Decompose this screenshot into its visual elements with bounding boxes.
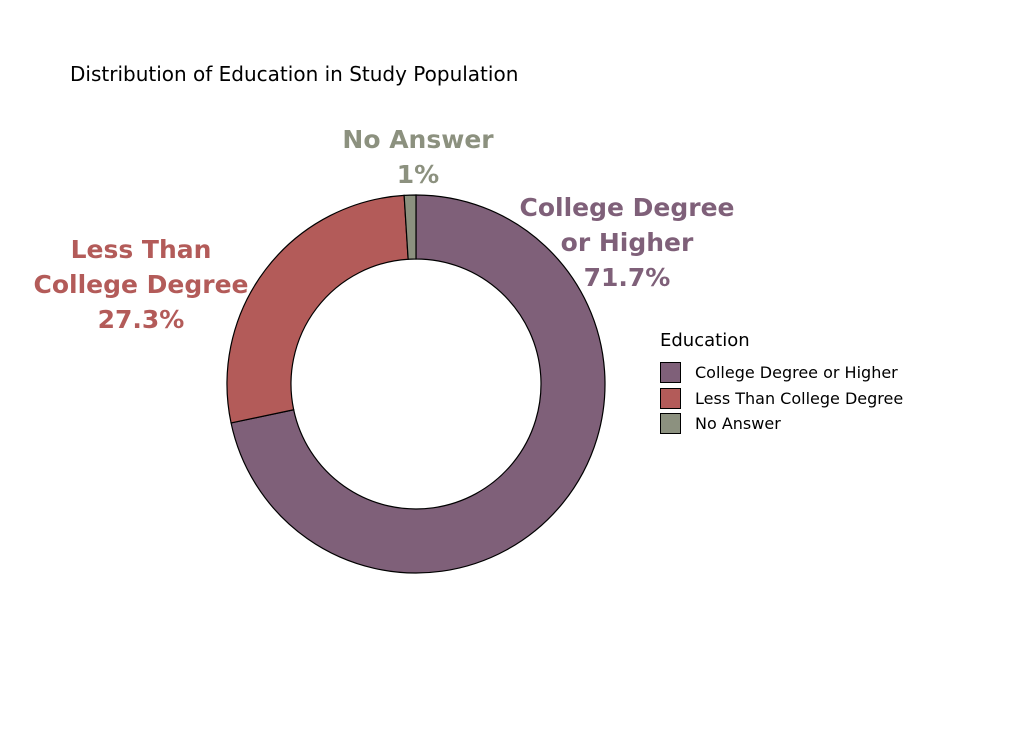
slice-labels: College Degree or Higher 71.7% Less Than Col… bbox=[33, 125, 734, 334]
chart-title: Distribution of Education in Study Popul… bbox=[70, 62, 519, 86]
legend-swatch bbox=[660, 362, 681, 384]
legend-label: College Degree or Higher bbox=[695, 363, 898, 383]
slice-label-no-answer: No Answer 1% bbox=[342, 125, 494, 189]
slice-label-line: 27.3% bbox=[98, 305, 185, 334]
slice-label-line: 1% bbox=[397, 160, 439, 189]
legend-label: Less Than College Degree bbox=[695, 388, 904, 408]
legend-title: Education bbox=[660, 330, 750, 351]
slice-label-line: No Answer bbox=[342, 125, 494, 154]
slice-label-college-degree-or-higher: College Degree or Higher 71.7% bbox=[519, 193, 734, 292]
slice-label-line: 71.7% bbox=[584, 263, 671, 292]
slice-label-line: College Degree bbox=[519, 193, 734, 222]
legend-swatch bbox=[660, 387, 681, 409]
legend-item-college-degree-or-higher: College Degree or Higher bbox=[660, 360, 903, 386]
legend-item-less-than-college-degree: Less Than College Degree bbox=[660, 386, 903, 412]
slice-label-line: or Higher bbox=[561, 228, 694, 257]
legend-label: No Answer bbox=[695, 414, 781, 434]
slice-label-less-than-college-degree: Less Than College Degree 27.3% bbox=[33, 235, 248, 334]
legend-swatch bbox=[660, 413, 681, 435]
legend-item-no-answer: No Answer bbox=[660, 411, 903, 437]
slice-label-line: Less Than bbox=[71, 235, 212, 264]
legend: Education College Degree or Higher Less … bbox=[660, 330, 903, 437]
donut-slices bbox=[226, 194, 606, 574]
slice-college-degree-or-higher bbox=[230, 194, 606, 574]
slice-no-answer bbox=[403, 194, 417, 260]
slice-label-line: College Degree bbox=[33, 270, 248, 299]
slice-less-than-college-degree bbox=[226, 194, 409, 424]
